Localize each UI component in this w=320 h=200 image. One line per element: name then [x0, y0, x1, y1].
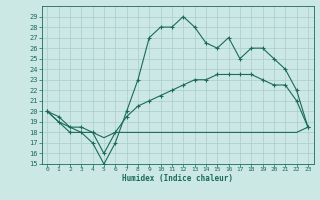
X-axis label: Humidex (Indice chaleur): Humidex (Indice chaleur) — [122, 174, 233, 183]
